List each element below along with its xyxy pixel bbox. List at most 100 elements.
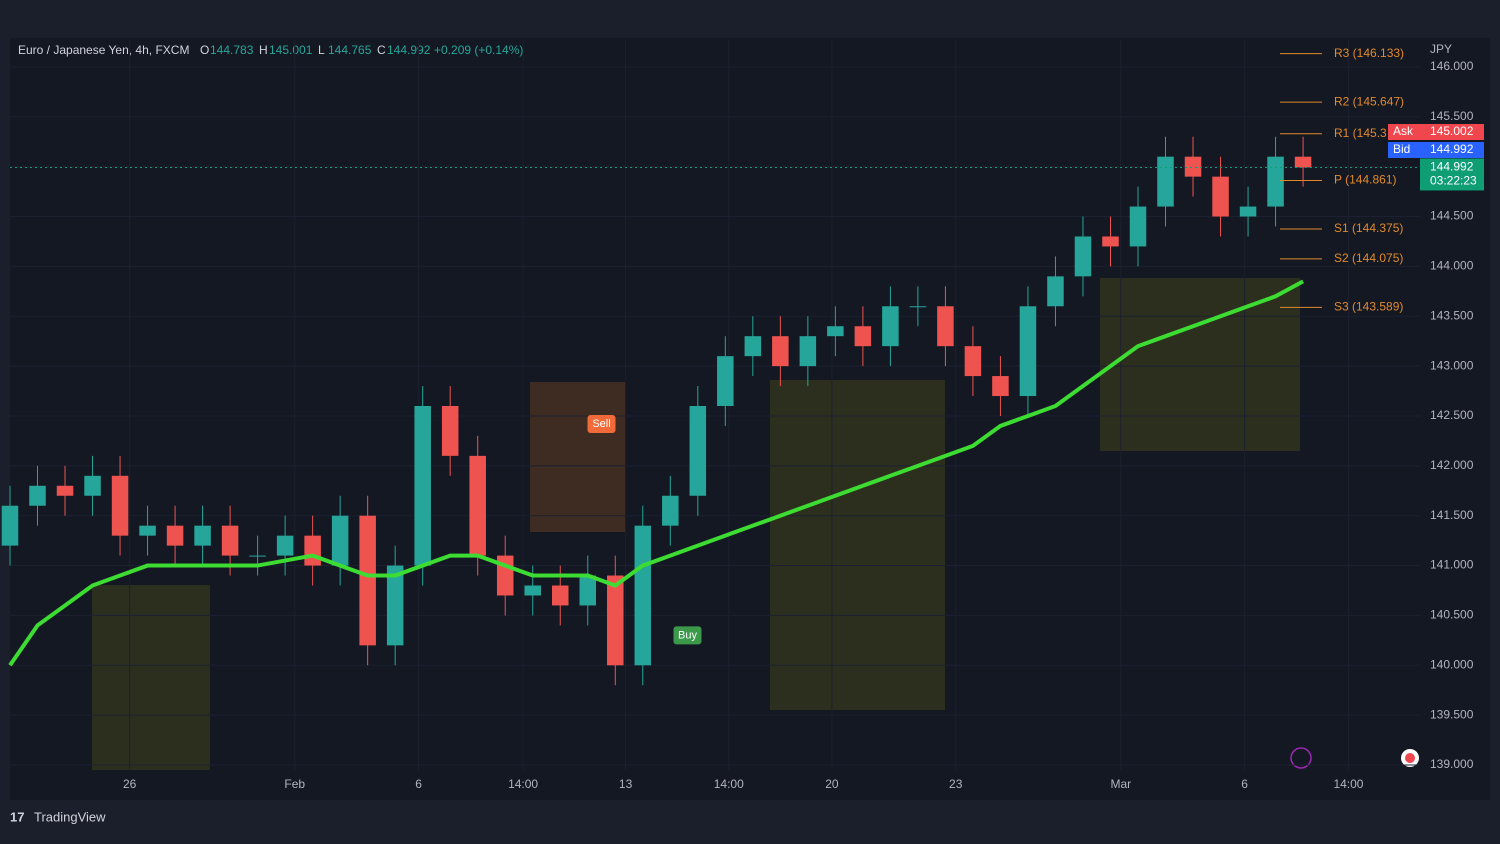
candle-body (304, 535, 321, 566)
candle-body (139, 525, 156, 536)
candle-body (744, 336, 762, 357)
candle-body (1047, 276, 1064, 307)
candle-body (359, 515, 376, 646)
candle-body (84, 475, 101, 496)
ask-label: Ask (1393, 124, 1414, 138)
ohlc: O 144.783 H 145.001 L 144.765 C 144.992 +0.209 (… (200, 43, 523, 57)
ohlc-value: 144.765 (328, 43, 372, 57)
y-tick-label: 143.000 (1430, 358, 1474, 372)
x-tick-label: 26 (123, 777, 137, 791)
x-tick-label: Mar (1110, 777, 1131, 791)
ohlc-value: 145.001 (269, 43, 313, 57)
candle-body (1074, 236, 1092, 277)
candle-body (579, 575, 597, 606)
ohlc-label: C (377, 43, 386, 57)
candle-body (441, 405, 459, 456)
signal-label: Buy (678, 629, 697, 641)
candle-body (964, 346, 982, 377)
brand: TradingView (34, 809, 106, 824)
candle-body (772, 336, 789, 367)
x-tick-label: Feb (284, 777, 305, 791)
symbol: Euro / Japanese Yen, 4h, FXCM (18, 43, 189, 57)
y-tick-label: 139.000 (1430, 757, 1474, 771)
candle-body (166, 525, 184, 546)
candle-body (386, 565, 404, 646)
x-tick-label: 6 (415, 777, 422, 791)
currency: JPY (1430, 42, 1452, 56)
record-dot (1405, 753, 1415, 763)
y-tick-label: 146.000 (1430, 59, 1474, 73)
zone (92, 585, 210, 770)
candle-body (111, 475, 129, 536)
bid-label: Bid (1393, 142, 1410, 156)
candle-body (1184, 156, 1202, 177)
candle-body (331, 515, 349, 566)
pivot-label: R1 (145.3 (1334, 126, 1387, 140)
pivot-label: S1 (144.375) (1334, 221, 1403, 235)
candle-body (1294, 156, 1312, 168)
candle-body (662, 495, 679, 526)
moving-average (8, 279, 1305, 667)
candle-body (689, 405, 707, 496)
zone (1100, 278, 1300, 451)
candle-body (1019, 306, 1037, 397)
candle-body (551, 585, 569, 606)
y-tick-label: 141.500 (1430, 508, 1474, 522)
candle-body (276, 535, 294, 556)
candle-body (827, 326, 844, 337)
candle-body (524, 585, 541, 596)
zone (770, 380, 945, 710)
y-tick-label: 140.500 (1430, 608, 1474, 622)
last-value: 144.992 (1430, 160, 1474, 174)
candle-body (1129, 206, 1147, 247)
x-tick-label: 20 (825, 777, 839, 791)
x-tick-label: 14:00 (508, 777, 538, 791)
ohlc-value: 144.992 (387, 43, 431, 57)
y-tick-label: 142.000 (1430, 458, 1474, 472)
y-tick-label: 142.500 (1430, 408, 1474, 422)
candle-body (414, 405, 431, 566)
pivot-label: R3 (146.133) (1334, 46, 1404, 60)
change: +0.209 (+0.14%) (434, 43, 523, 57)
bid-tag (1388, 142, 1484, 158)
ohlc-label: L (318, 43, 325, 57)
signal-box (587, 414, 616, 433)
candle-body (1212, 176, 1229, 217)
pivot-label: S2 (144.075) (1334, 251, 1403, 265)
candle-body (29, 485, 46, 506)
icon[interactable] (1290, 747, 1312, 769)
candle-body (1, 505, 19, 546)
candle-body (937, 306, 954, 347)
signal-box (673, 626, 702, 645)
last-tag (1420, 158, 1484, 191)
ask-tag (1388, 124, 1484, 140)
zone (530, 382, 625, 532)
candle-body (56, 485, 74, 496)
ask-value: 145.002 (1430, 124, 1474, 138)
candle-body (799, 336, 817, 367)
bid-value: 144.992 (1430, 142, 1474, 156)
countdown: 03:22:23 (1430, 174, 1477, 188)
candle-body (717, 356, 734, 406)
pivot-label: S3 (143.589) (1334, 300, 1403, 314)
candle-body (1267, 156, 1284, 207)
candle-body (607, 575, 624, 666)
pivot-label: R2 (145.647) (1334, 94, 1404, 108)
ohlc-label: H (259, 43, 268, 57)
candle-body (992, 376, 1009, 397)
candle-body (249, 555, 266, 557)
logo: 17 (10, 809, 24, 824)
y-tick-label: 144.000 (1430, 259, 1474, 273)
signal-label: Sell (592, 418, 610, 430)
x-tick-label: 13 (619, 777, 633, 791)
candle-body (194, 525, 211, 546)
candle-body (882, 306, 899, 347)
x-tick-label: 23 (949, 777, 963, 791)
candle-body (1102, 236, 1119, 247)
candle-body (1239, 206, 1257, 217)
candle-body (1157, 156, 1174, 207)
candle-body (634, 525, 652, 666)
x-tick-label: 14:00 (714, 777, 744, 791)
